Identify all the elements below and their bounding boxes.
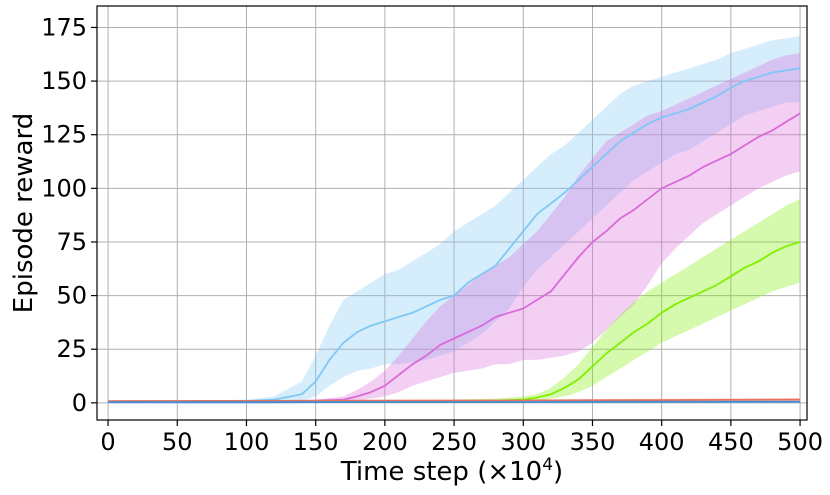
plot-frame — [96, 5, 808, 421]
y-tick-label: 0 — [72, 389, 87, 417]
y-tick-label: 25 — [56, 335, 87, 363]
x-tick-label: 350 — [570, 428, 616, 456]
x-tick-label: 50 — [162, 428, 193, 456]
series-line-1 — [108, 112, 801, 403]
x-tick-label: 0 — [100, 428, 115, 456]
series-line-0 — [108, 67, 801, 403]
series-lines — [108, 67, 801, 404]
y-tick-label: 125 — [41, 121, 87, 149]
y-tick-label: 50 — [56, 282, 87, 310]
x-tick-label: 300 — [500, 428, 546, 456]
x-axis-ticks: 0 50 100 150 200 250 300 350 400 450 500 — [100, 420, 823, 456]
y-axis-ticks: 0 25 50 75 100 125 150 175 — [41, 13, 97, 417]
series-line-3 — [108, 398, 801, 403]
y-tick-label: 75 — [56, 228, 87, 256]
series-band-0 — [108, 36, 801, 403]
x-tick-label: 250 — [431, 428, 477, 456]
y-tick-label: 175 — [41, 13, 87, 41]
y-tick-label: 100 — [41, 174, 87, 202]
y-tick-label: 150 — [41, 67, 87, 95]
y-axis-label: Episode reward — [9, 113, 39, 313]
series-band-2 — [108, 199, 801, 403]
x-tick-label: 100 — [224, 428, 270, 456]
x-tick-label: 200 — [362, 428, 408, 456]
series-band-1 — [108, 53, 801, 403]
x-tick-label: 400 — [639, 428, 685, 456]
x-tick-label: 500 — [777, 428, 823, 456]
x-axis-label: Time step (×104) — [340, 455, 563, 487]
x-tick-label: 450 — [708, 428, 754, 456]
x-tick-label: 150 — [293, 428, 339, 456]
